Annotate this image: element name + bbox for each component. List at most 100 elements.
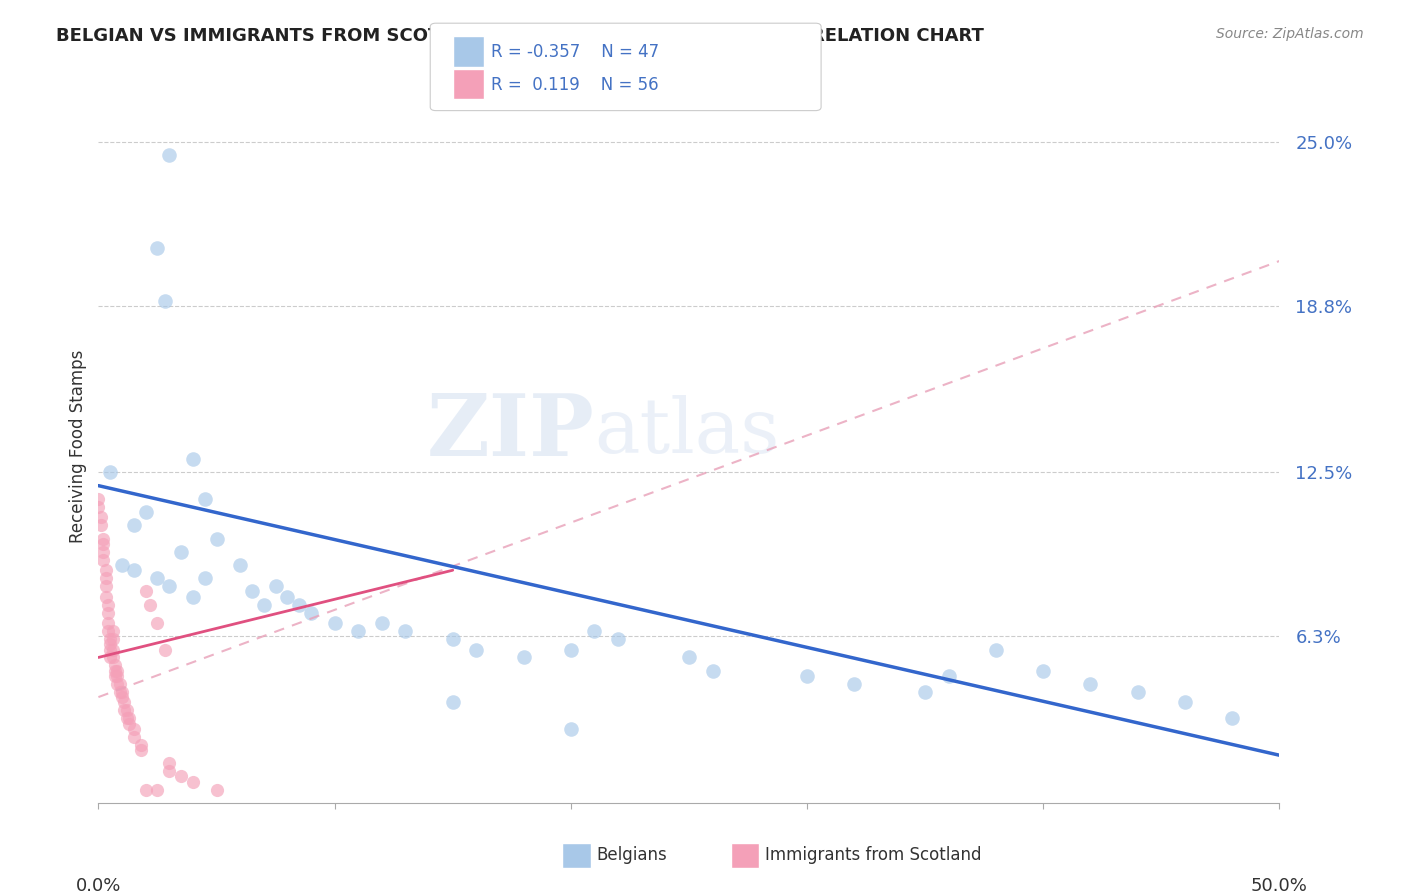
- Point: [678, 650, 700, 665]
- Point: [98, 466, 121, 480]
- Text: Immigrants from Scotland: Immigrants from Scotland: [765, 847, 981, 864]
- Text: Source: ZipAtlas.com: Source: ZipAtlas.com: [1216, 27, 1364, 41]
- Point: [129, 738, 152, 752]
- Point: [157, 756, 180, 771]
- Point: [146, 782, 169, 797]
- Point: [1080, 677, 1102, 691]
- Point: [111, 685, 134, 699]
- Point: [94, 571, 117, 585]
- Point: [914, 685, 936, 699]
- Point: [276, 590, 298, 604]
- Point: [205, 782, 228, 797]
- Point: [90, 518, 112, 533]
- Text: ZIP: ZIP: [426, 390, 595, 474]
- Point: [112, 703, 135, 717]
- Point: [101, 624, 124, 638]
- Point: [94, 579, 117, 593]
- Point: [129, 743, 152, 757]
- Point: [146, 571, 169, 585]
- Point: [101, 642, 124, 657]
- Point: [118, 711, 141, 725]
- Point: [157, 764, 180, 778]
- Point: [512, 650, 534, 665]
- Point: [146, 616, 169, 631]
- Point: [101, 650, 124, 665]
- Point: [229, 558, 252, 572]
- Point: [108, 677, 131, 691]
- Point: [98, 650, 121, 665]
- Point: [122, 518, 145, 533]
- Point: [194, 571, 217, 585]
- Point: [205, 532, 228, 546]
- Point: [441, 632, 464, 646]
- Point: [105, 669, 128, 683]
- Point: [347, 624, 370, 638]
- Text: BELGIAN VS IMMIGRANTS FROM SCOTLAND RECEIVING FOOD STAMPS CORRELATION CHART: BELGIAN VS IMMIGRANTS FROM SCOTLAND RECE…: [56, 27, 984, 45]
- Point: [91, 532, 114, 546]
- Point: [87, 500, 110, 514]
- Text: Belgians: Belgians: [596, 847, 666, 864]
- Point: [98, 632, 121, 646]
- Point: [796, 669, 818, 683]
- Point: [111, 558, 134, 572]
- Point: [153, 293, 176, 308]
- Point: [702, 664, 724, 678]
- Point: [118, 716, 141, 731]
- Point: [115, 703, 138, 717]
- Point: [97, 624, 120, 638]
- Point: [264, 579, 287, 593]
- Point: [288, 598, 311, 612]
- Point: [844, 677, 866, 691]
- Point: [122, 563, 145, 577]
- Point: [607, 632, 630, 646]
- Point: [1126, 685, 1149, 699]
- Text: R =  0.119    N = 56: R = 0.119 N = 56: [491, 76, 658, 94]
- Point: [560, 722, 582, 736]
- Point: [94, 563, 117, 577]
- Point: [98, 637, 121, 651]
- Point: [135, 782, 157, 797]
- Text: 50.0%: 50.0%: [1251, 877, 1308, 892]
- Point: [299, 606, 322, 620]
- Point: [583, 624, 606, 638]
- Point: [91, 552, 114, 566]
- Point: [157, 579, 180, 593]
- Point: [181, 590, 204, 604]
- Point: [108, 685, 131, 699]
- Point: [938, 669, 960, 683]
- Point: [104, 664, 127, 678]
- Point: [181, 774, 204, 789]
- Point: [90, 510, 112, 524]
- Point: [135, 584, 157, 599]
- Point: [253, 598, 276, 612]
- Point: [170, 769, 193, 783]
- Point: [181, 452, 204, 467]
- Point: [323, 616, 346, 631]
- Point: [115, 711, 138, 725]
- Point: [157, 148, 180, 162]
- Point: [441, 695, 464, 709]
- Point: [122, 722, 145, 736]
- Point: [240, 584, 263, 599]
- Point: [122, 730, 145, 744]
- Point: [1032, 664, 1054, 678]
- Point: [91, 545, 114, 559]
- Point: [139, 598, 162, 612]
- Point: [194, 491, 217, 506]
- Point: [394, 624, 416, 638]
- Point: [371, 616, 394, 631]
- Point: [465, 642, 488, 657]
- Y-axis label: Receiving Food Stamps: Receiving Food Stamps: [69, 350, 87, 542]
- Point: [97, 598, 120, 612]
- Point: [101, 632, 124, 646]
- Text: atlas: atlas: [595, 395, 780, 468]
- Point: [97, 606, 120, 620]
- Text: 0.0%: 0.0%: [76, 877, 121, 892]
- Point: [91, 537, 114, 551]
- Point: [87, 491, 110, 506]
- Point: [1174, 695, 1197, 709]
- Text: R = -0.357    N = 47: R = -0.357 N = 47: [491, 44, 659, 62]
- Point: [111, 690, 134, 704]
- Point: [97, 616, 120, 631]
- Point: [94, 590, 117, 604]
